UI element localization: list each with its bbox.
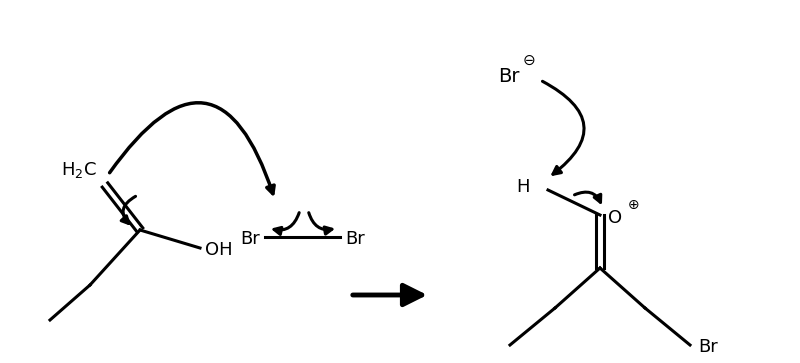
Text: Br: Br	[698, 338, 718, 356]
Text: OH: OH	[205, 241, 233, 259]
Text: Br: Br	[498, 68, 519, 86]
Text: H$_2$C: H$_2$C	[62, 160, 97, 180]
Text: ⊖: ⊖	[523, 53, 536, 68]
Text: Br: Br	[345, 230, 365, 248]
Text: O: O	[608, 209, 622, 227]
Text: Br: Br	[240, 230, 260, 248]
Text: ⊕: ⊕	[628, 198, 640, 212]
Text: H: H	[517, 178, 530, 196]
